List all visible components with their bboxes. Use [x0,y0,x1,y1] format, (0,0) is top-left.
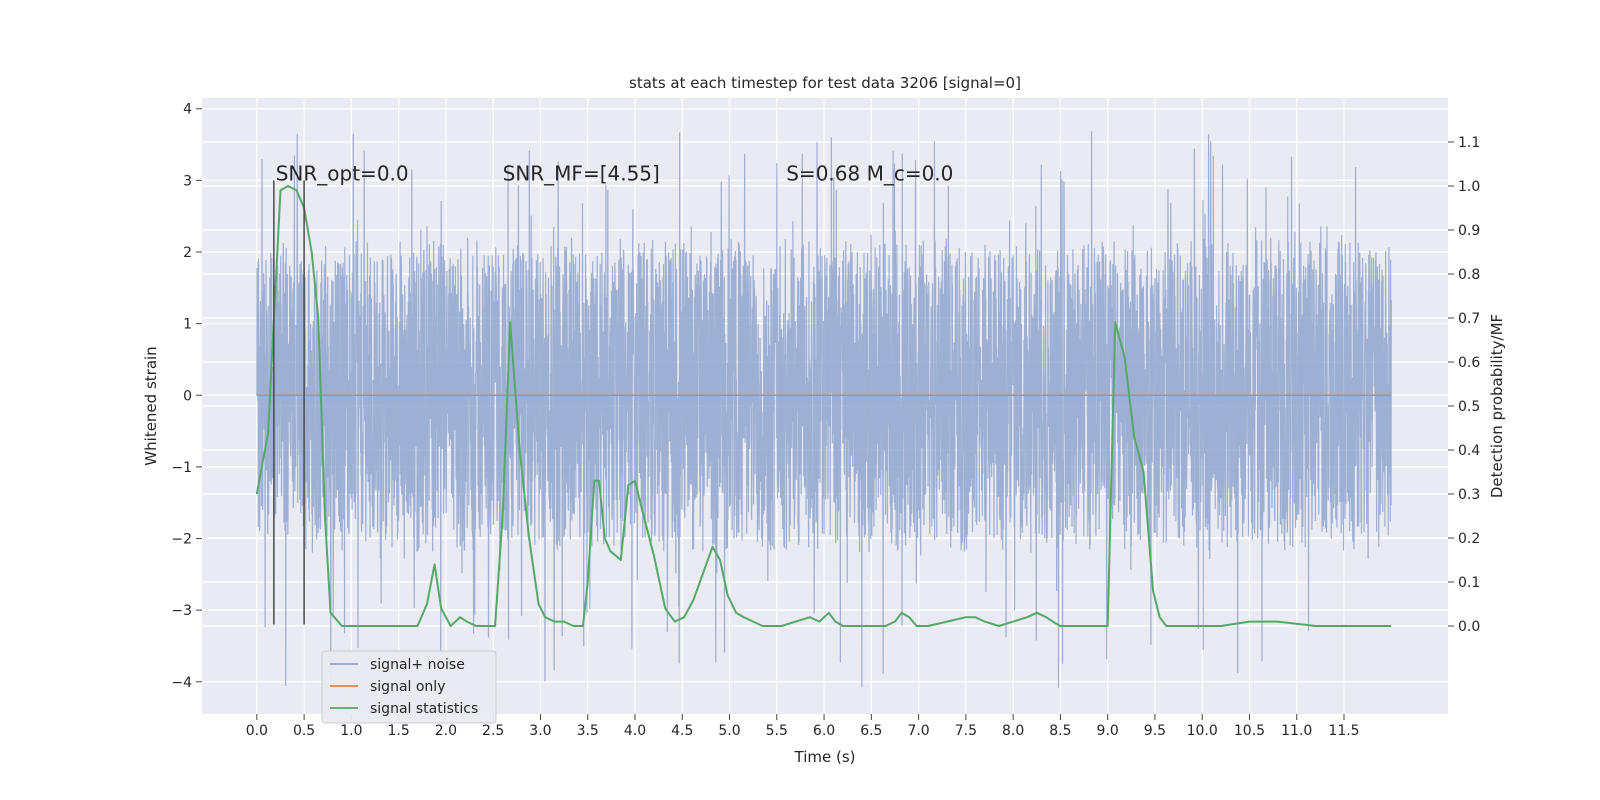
series-signal-statistics [255,185,1392,627]
legend-label-signal-only: signal only [370,679,445,695]
vertical-markers [273,180,305,625]
y-right-tick-label-3: 0.3 [1458,487,1480,503]
y-axis-right-ticks: 0.0 0.1 0.2 0.3 0.4 0.5 0.6 0.7 0.8 0.9 1.0 1.1 [1448,135,1480,635]
y-right-tick-label-4: 0.4 [1458,443,1480,459]
x-tick-label-11: 5.5 [766,723,788,739]
y-right-tick-label-9: 0.9 [1458,223,1480,239]
legend-item-signal-noise: signal+ noise [330,657,465,673]
x-tick-label-15: 7.5 [955,723,977,739]
legend-item-signal-only: signal only [330,679,445,695]
x-tick-label-0: 0.0 [246,723,268,739]
x-tick-label-2: 1.0 [340,723,362,739]
y-left-tick-label-3: −1 [171,460,192,476]
legend: signal+ noise signal only signal statist… [321,650,497,724]
x-tick-label-8: 4.0 [624,723,646,739]
y-right-tick-label-6: 0.6 [1458,355,1480,371]
y-right-tick-label-10: 1.0 [1458,179,1480,195]
x-tick-label-17: 8.5 [1049,723,1071,739]
y-right-tick-label-0: 0.0 [1458,619,1480,635]
y-right-tick-label-8: 0.8 [1458,267,1480,283]
series-line-signal-statistics [255,185,1392,627]
annotation-2: S=0.68 M_c=0.0 [786,161,953,185]
y-axis-left-ticks: −4 −3 −2 −1 0 1 2 3 4 [171,102,202,691]
y-right-tick-label-1: 0.1 [1458,575,1480,591]
y-right-tick-label-2: 0.2 [1458,531,1480,547]
x-tick-label-5: 2.5 [482,723,504,739]
x-tick-label-20: 10.0 [1187,723,1218,739]
y-left-tick-label-7: 3 [183,173,192,189]
x-tick-label-19: 9.5 [1144,723,1166,739]
y-left-tick-label-5: 1 [183,317,192,333]
legend-box [321,650,497,724]
x-tick-label-16: 8.0 [1002,723,1024,739]
y-left-tick-label-1: −3 [171,603,192,619]
x-tick-label-23: 11.5 [1328,723,1359,739]
legend-label-signal-noise: signal+ noise [370,657,465,673]
x-tick-label-18: 9.0 [1097,723,1119,739]
x-tick-label-13: 6.5 [860,723,882,739]
y-left-tick-label-0: −4 [171,675,192,691]
series-line-signal-noise [256,131,1392,688]
x-axis-label: Time (s) [794,748,856,766]
y-axis-right-label: Detection probability/MF [1488,314,1506,498]
annotation-1: SNR_MF=[4.55] [503,161,660,185]
x-axis-ticks: 0.0 0.5 1.0 1.5 2.0 2.5 3.0 3.5 4.0 4.5 5.0 5.5 6.0 6… [246,714,1360,739]
x-tick-label-12: 6.0 [813,723,835,739]
annotations: SNR_opt=0.0 SNR_MF=[4.55] S=0.68 M_c=0.0 [276,161,954,185]
x-tick-label-6: 3.0 [529,723,551,739]
legend-item-signal-statistics: signal statistics [330,701,478,717]
series-signal-noise [256,131,1392,688]
y-left-tick-label-6: 2 [183,245,192,261]
x-tick-label-10: 5.0 [718,723,740,739]
x-tick-label-4: 2.0 [435,723,457,739]
y-axis-left-label: Whitened strain [142,346,160,465]
y-left-tick-label-2: −2 [171,532,192,548]
annotation-0: SNR_opt=0.0 [276,161,409,185]
y-right-tick-label-11: 1.1 [1458,135,1480,151]
x-tick-label-14: 7.0 [907,723,929,739]
x-tick-label-22: 11.0 [1281,723,1312,739]
y-left-tick-label-8: 4 [183,102,192,118]
legend-label-signal-statistics: signal statistics [370,701,478,717]
x-tick-label-1: 0.5 [293,723,315,739]
y-right-tick-label-5: 0.5 [1458,399,1480,415]
x-tick-label-3: 1.5 [388,723,410,739]
chart-title: stats at each timestep for test data 320… [629,74,1021,92]
x-tick-label-7: 3.5 [577,723,599,739]
x-tick-label-21: 10.5 [1234,723,1265,739]
x-tick-label-9: 4.5 [671,723,693,739]
y-left-tick-label-4: 0 [183,388,192,404]
y-right-tick-label-7: 0.7 [1458,311,1480,327]
